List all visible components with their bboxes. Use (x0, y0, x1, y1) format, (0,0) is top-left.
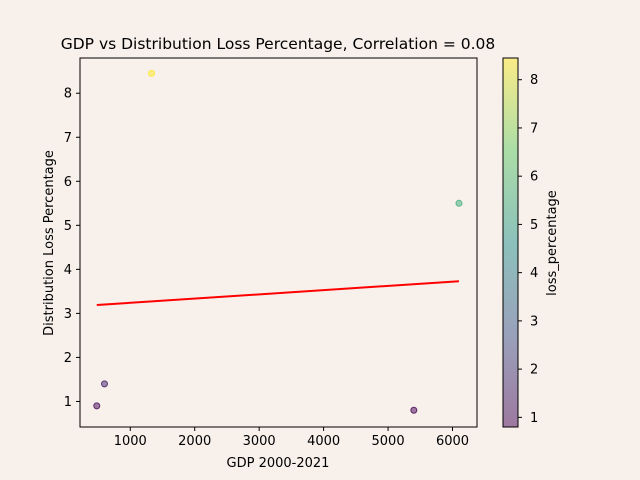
x-tick-label: 1000 (114, 434, 147, 449)
scatter-points (93, 69, 463, 414)
scatter-point (148, 69, 156, 77)
y-tick-label: 5 (64, 219, 72, 234)
x-tick-label: 5000 (372, 434, 405, 449)
y-axis-label: Distribution Loss Percentage (42, 150, 57, 336)
y-axis-ticks: 1 2 3 4 5 6 7 8 (64, 87, 80, 410)
x-tick-label: 3000 (243, 434, 276, 449)
colorbar-tick-label: 3 (530, 314, 538, 329)
y-tick-label: 8 (64, 87, 72, 102)
scatter-point (93, 402, 101, 410)
colorbar-tick-label: 6 (530, 170, 538, 185)
x-tick-label: 2000 (178, 434, 211, 449)
scatter-point (455, 199, 463, 207)
y-tick-label: 1 (64, 395, 72, 410)
colorbar-tick-label: 4 (530, 266, 538, 281)
colorbar-tick-label: 8 (530, 73, 538, 88)
scatter-point (100, 380, 108, 388)
y-tick-label: 2 (64, 351, 72, 366)
y-tick-label: 7 (64, 131, 72, 146)
y-tick-label: 4 (64, 263, 72, 278)
colorbar-tick-label: 1 (530, 411, 538, 426)
x-tick-label: 4000 (307, 434, 340, 449)
colorbar-ticks: 1 2 3 4 5 6 7 8 (518, 73, 538, 426)
trendline-group (96, 280, 460, 307)
colorbar-frame (502, 57, 519, 428)
y-tick-label: 6 (64, 175, 72, 190)
x-axis-label: GDP 2000-2021 (227, 456, 330, 471)
colorbar (503, 58, 518, 427)
x-axis-ticks: 1000 2000 3000 4000 5000 6000 (114, 427, 469, 449)
trendline (96, 280, 460, 307)
colorbar-tick-label: 7 (530, 121, 538, 136)
chart-title: GDP vs Distribution Loss Percentage, Cor… (61, 35, 496, 53)
x-tick-label: 6000 (436, 434, 469, 449)
scatter-point (410, 406, 418, 414)
plot-area (79, 57, 478, 428)
colorbar-tick-label: 2 (530, 363, 538, 378)
y-tick-label: 3 (64, 307, 72, 322)
colorbar-tick-label: 5 (530, 218, 538, 233)
colorbar-label: loss_percentage (545, 190, 560, 296)
